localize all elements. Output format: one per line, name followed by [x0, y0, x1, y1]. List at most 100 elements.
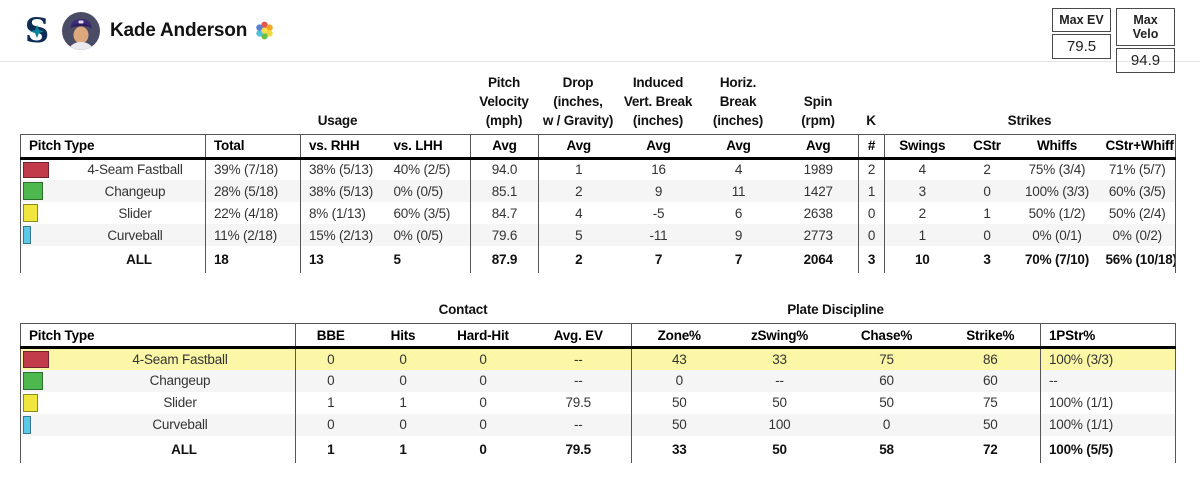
max-stat-boxes: Max EV 79.5 Max Velo 94.9: [1052, 8, 1175, 73]
column-header: Avg: [618, 134, 699, 160]
stat-cell: 1: [983, 205, 991, 221]
contact-discipline-table-grid: Pitch Type BBE Hits Hard-Hit Avg. EV Zone% zSw…: [20, 323, 1176, 463]
stat-cell: 72: [940, 435, 1041, 463]
column-header: Avg: [538, 134, 619, 160]
stat-cell: 0: [858, 202, 885, 225]
stat-cell: 5: [385, 246, 471, 274]
group-header: Induced Vert. Break (inches): [623, 75, 693, 128]
pitch-color-swatch: [23, 371, 43, 390]
column-header: 1PStr%: [1040, 323, 1176, 350]
pitch-color-swatch: [23, 351, 49, 368]
stat-cell: 100% (3/3): [1040, 347, 1176, 370]
column-header: vs. RHH: [300, 134, 386, 160]
pitch-row[interactable]: Slider 1 1 0 79.5 50 50 50 75 100% (1/1): [20, 391, 1176, 414]
pitch-type-cell: 4-Seam Fastball: [20, 347, 296, 370]
column-header: CStr: [959, 134, 1015, 160]
stat-cell: 0: [858, 224, 885, 247]
stat-cell: 0: [959, 180, 1015, 203]
stat-cell: 6: [734, 205, 743, 221]
stat-cell: 0: [440, 347, 526, 370]
column-header: Swings: [884, 134, 960, 160]
stat-cell: 85.1: [470, 180, 539, 203]
column-header: Strike%: [940, 323, 1041, 350]
stat-cell: 79.6: [470, 224, 539, 247]
group-header: [20, 301, 295, 323]
stat-cell: 1427: [778, 180, 859, 203]
max-ev-value: 79.5: [1052, 34, 1111, 59]
pitch-name: 4-Seam Fastball: [132, 351, 228, 367]
stat-cell: 100: [726, 413, 833, 436]
pitch-row[interactable]: 4-Seam Fastball 0 0 0 -- 43 33 75 86 100% (3/3): [20, 347, 1176, 370]
stat-cell: 4: [918, 162, 927, 178]
stat-cell: 2: [538, 180, 619, 203]
stat-cell: 4: [575, 205, 583, 221]
column-header: Total: [205, 134, 301, 160]
stat-cell: 11% (2/18): [205, 224, 301, 247]
pitch-row[interactable]: Curveball 11% (2/18) 15% (2/13) 0% (0/5) 79.…: [20, 224, 1176, 247]
group-header: Plate Discipline: [787, 302, 884, 318]
pitch-type-cell: Changeup: [20, 369, 296, 392]
player-avatar: [62, 11, 100, 50]
max-velo-label: Max Velo: [1116, 8, 1175, 46]
stat-cell: 16: [651, 162, 666, 178]
stat-cell: --: [525, 413, 632, 436]
pitch-name: ALL: [171, 441, 197, 457]
pitch-row[interactable]: ALL 18 13 5 87.9 2 7 7 2064 3 10 3 70% (7/10) 56% (10…: [20, 246, 1176, 274]
column-header: Avg: [470, 134, 539, 160]
stat-cell: 94.0: [470, 158, 539, 181]
column-header: CStr+Whiff: [1099, 134, 1176, 160]
stat-cell: 50% (1/2): [1028, 205, 1086, 221]
stat-cell: 2638: [778, 202, 859, 225]
pitch-color-swatch: [23, 393, 38, 412]
pitch-type-cell: ALL: [20, 246, 206, 274]
pitch-color-swatch: [23, 161, 49, 179]
pitch-row[interactable]: ALL 1 1 0 79.5 33 50 58 72 100% (5/5): [20, 435, 1176, 463]
max-velo-box: Max Velo 94.9: [1116, 8, 1175, 73]
pitch-type-cell: Slider: [20, 202, 206, 225]
group-header: Strikes: [1007, 112, 1052, 128]
pitch-type-cell: Changeup: [20, 180, 206, 203]
stat-cell: 100% (3/3): [1014, 180, 1100, 203]
pitch-row[interactable]: Changeup 28% (5/18) 38% (5/13) 0% (0/5) 85.1…: [20, 180, 1176, 203]
group-header: K: [866, 112, 876, 128]
column-header: zSwing%: [726, 323, 833, 350]
mariners-logo-icon: S: [25, 12, 50, 50]
stat-cell: 0: [295, 369, 366, 392]
group-header: [1040, 301, 1175, 323]
stat-cell: --: [525, 347, 632, 370]
column-header: Pitch Type: [20, 323, 296, 350]
group-header: Drop (inches, w / Gravity): [542, 75, 614, 128]
stat-cell: 0: [295, 347, 366, 370]
stat-cell: 0: [365, 369, 441, 392]
stat-cell: 8% (1/13): [309, 205, 366, 221]
stat-cell: 33: [671, 441, 687, 457]
stat-cell: 38% (5/13): [309, 162, 374, 178]
stat-cell: 1: [327, 441, 335, 457]
stat-cell: 7: [734, 252, 743, 268]
pitch-usage-table-group-headers: Usage Pitch Velocity (mph) Drop (inches, w / G…: [20, 74, 1175, 134]
stat-cell: 79.5: [525, 435, 632, 463]
stat-cell: 10: [914, 252, 930, 268]
stat-cell: 60% (3/5): [1099, 180, 1176, 203]
column-header: Hits: [365, 323, 441, 350]
max-velo-value: 94.9: [1116, 48, 1175, 73]
player-name: Kade Anderson: [110, 19, 248, 41]
group-header: Spin (rpm): [801, 93, 835, 128]
column-header: #: [858, 134, 885, 160]
stat-cell: 1: [327, 395, 335, 411]
column-header: vs. LHH: [385, 134, 471, 160]
max-ev-label: Max EV: [1052, 8, 1111, 32]
pitch-row[interactable]: 4-Seam Fastball 39% (7/18) 38% (5/13) 40% (…: [20, 158, 1176, 181]
pitch-row[interactable]: Curveball 0 0 0 -- 50 100 0 50 100% (1/1): [20, 413, 1176, 436]
contact-discipline-table-group-headers: Contact Plate Discipline: [20, 301, 1175, 323]
stat-cell: 56% (10/18): [1105, 252, 1176, 268]
stat-cell: 60: [832, 369, 941, 392]
stat-cell: 22% (4/18): [205, 202, 301, 225]
stat-cell: 0% (0/5): [385, 180, 471, 203]
pitch-row[interactable]: Changeup 0 0 0 -- 0 -- 60 60 --: [20, 369, 1176, 392]
pitch-row[interactable]: Slider 22% (4/18) 8% (1/13) 60% (3/5) 84.7 4 -…: [20, 202, 1176, 225]
stat-cell: 75% (3/4): [1028, 162, 1086, 178]
stat-cell: 50: [772, 441, 787, 457]
pitch-color-swatch: [23, 226, 31, 245]
stat-cell: 50: [772, 395, 787, 411]
